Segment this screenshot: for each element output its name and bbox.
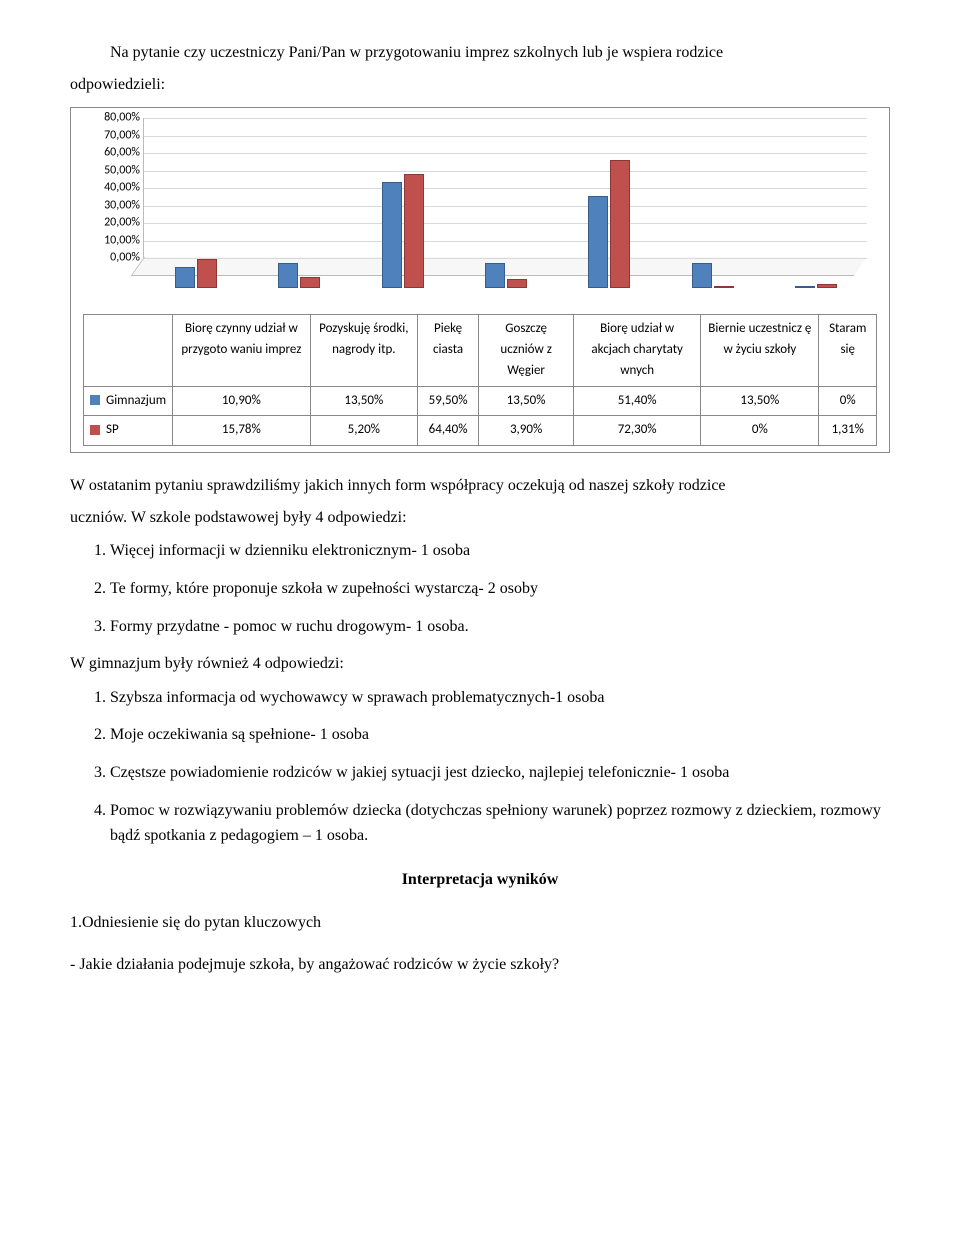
table-value-cell: 3,90% — [479, 416, 574, 446]
table-value-cell: 51,40% — [574, 386, 701, 416]
y-axis-label: 0,00% — [86, 249, 140, 268]
table-value-cell: 59,50% — [418, 386, 479, 416]
table-value-cell: 5,20% — [310, 416, 417, 446]
bar-group — [246, 118, 349, 288]
table-value-cell: 1,31% — [819, 416, 877, 446]
mid-p1a: W ostatanim pytaniu sprawdziliśmy jakich… — [70, 473, 890, 499]
table-value-cell: 72,30% — [574, 416, 701, 446]
table-value-cell: 13,50% — [701, 386, 819, 416]
bar-group — [350, 118, 453, 288]
chart-bars — [143, 118, 867, 288]
bar-sp — [610, 160, 630, 289]
bar-sp — [404, 174, 424, 289]
table-corner-cell — [84, 315, 173, 386]
list-item: Pomoc w rozwiązywaniu problemów dziecka … — [110, 798, 890, 849]
table-category-header: Biorę czynny udział w przygoto waniu imp… — [173, 315, 311, 386]
table-value-cell: 0% — [819, 386, 877, 416]
bar-gimnazjum — [382, 182, 402, 288]
table-value-cell: 10,90% — [173, 386, 311, 416]
table-value-cell: 64,40% — [418, 416, 479, 446]
legend-swatch — [90, 395, 100, 405]
y-axis-label: 60,00% — [86, 144, 140, 163]
table-category-header: Goszczę uczniów z Węgier — [479, 315, 574, 386]
y-axis-label: 70,00% — [86, 126, 140, 145]
bar-gimnazjum — [795, 286, 815, 288]
table-value-cell: 0% — [701, 416, 819, 446]
bar-gimnazjum — [692, 263, 712, 289]
table-header-row: Biorę czynny udział w przygoto waniu imp… — [84, 315, 877, 386]
table-series-row: Gimnazjum10,90%13,50%59,50%13,50%51,40%1… — [84, 386, 877, 416]
bar-sp — [817, 284, 837, 288]
list-item: Więcej informacji w dzienniku elektronic… — [110, 538, 890, 564]
chart-container: 80,00%70,00%60,00%50,00%40,00%30,00%20,0… — [70, 107, 890, 453]
mid-p2: W gimnazjum były również 4 odpowiedzi: — [70, 651, 890, 677]
legend-swatch — [90, 425, 100, 435]
bar-gimnazjum — [588, 196, 608, 288]
table-category-header: Biorę udział w akcjach charytaty wnych — [574, 315, 701, 386]
list-item: Częstsze powiadomienie rodziców w jakiej… — [110, 760, 890, 786]
bar-group — [660, 118, 763, 288]
y-axis-label: 80,00% — [86, 109, 140, 128]
y-axis-label: 40,00% — [86, 179, 140, 198]
mid-p1b: uczniów. W szkole podstawowej były 4 odp… — [70, 505, 890, 531]
chart-plot: 80,00%70,00%60,00%50,00%40,00%30,00%20,0… — [143, 118, 867, 288]
bar-sp — [197, 259, 217, 289]
y-axis-label: 30,00% — [86, 196, 140, 215]
list-item: Moje oczekiwania są spełnione- 1 osoba — [110, 722, 890, 748]
list-item: Szybsza informacja od wychowawcy w spraw… — [110, 685, 890, 711]
legend-cell: SP — [84, 416, 173, 446]
bar-group — [143, 118, 246, 288]
key-question: - Jakie działania podejmuje szkoła, by a… — [70, 952, 890, 978]
y-axis-label: 10,00% — [86, 231, 140, 250]
y-axis-label: 20,00% — [86, 214, 140, 233]
y-axis-label: 50,00% — [86, 161, 140, 180]
table-series-row: SP15,78%5,20%64,40%3,90%72,30%0%1,31% — [84, 416, 877, 446]
intro-line1: Na pytanie czy uczestniczy Pani/Pan w pr… — [110, 44, 723, 61]
table-category-header: Biernie uczestnicz ę w życiu szkoły — [701, 315, 819, 386]
bar-gimnazjum — [278, 263, 298, 289]
bar-sp — [507, 279, 527, 288]
subheading: 1.Odniesienie się do pytan kluczowych — [70, 910, 890, 936]
bar-group — [557, 118, 660, 288]
bar-sp — [714, 286, 734, 288]
intro-line2: odpowiedzieli: — [70, 72, 890, 98]
list-item: Te formy, które proponuje szkoła w zupeł… — [110, 576, 890, 602]
legend-cell: Gimnazjum — [84, 386, 173, 416]
table-value-cell: 13,50% — [310, 386, 417, 416]
list-gim-answers: Szybsza informacja od wychowawcy w spraw… — [110, 685, 890, 849]
bar-group — [453, 118, 556, 288]
table-category-header: Pozyskuję środki, nagrody itp. — [310, 315, 417, 386]
bar-group — [764, 118, 867, 288]
table-category-header: Piekę ciasta — [418, 315, 479, 386]
list-sp-answers: Więcej informacji w dzienniku elektronic… — [110, 538, 890, 639]
bar-gimnazjum — [485, 263, 505, 289]
table-category-header: Staram się — [819, 315, 877, 386]
table-value-cell: 13,50% — [479, 386, 574, 416]
bar-sp — [300, 277, 320, 288]
chart-data-table: Biorę czynny udział w przygoto waniu imp… — [83, 314, 877, 446]
list-item: Formy przydatne - pomoc w ruchu drogowym… — [110, 614, 890, 640]
section-heading: Interpretacja wyników — [70, 867, 890, 893]
table-value-cell: 15,78% — [173, 416, 311, 446]
table-body: Gimnazjum10,90%13,50%59,50%13,50%51,40%1… — [84, 386, 877, 446]
intro-paragraph: Na pytanie czy uczestniczy Pani/Pan w pr… — [70, 40, 890, 66]
bar-gimnazjum — [175, 267, 195, 288]
